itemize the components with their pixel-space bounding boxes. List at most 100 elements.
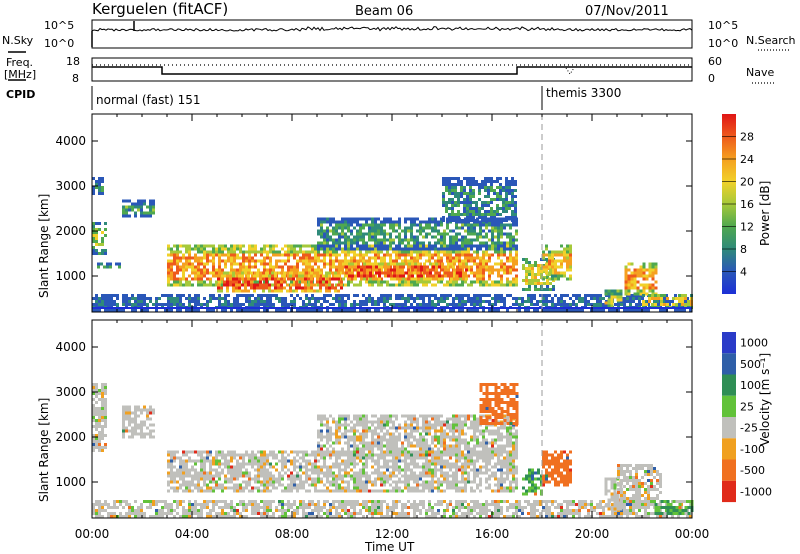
data-cell-power-8	[338, 247, 341, 251]
data-cell-vel-3	[188, 471, 191, 475]
data-cell-vel-0	[197, 503, 200, 506]
data-cell-vel-3	[203, 483, 206, 487]
data-cell-power-6	[232, 277, 235, 281]
data-cell-power-8	[335, 226, 338, 230]
data-cell-power-5	[323, 256, 326, 260]
data-cell-power-8	[344, 232, 347, 236]
data-cell-power-0	[662, 309, 665, 312]
data-cell-power-9	[511, 177, 514, 180]
data-cell-vel-1	[92, 449, 95, 452]
data-cell-power-8	[386, 217, 389, 221]
data-cell-power-8	[479, 229, 482, 233]
data-cell-power-11	[569, 262, 572, 266]
data-cell-power-14	[660, 297, 663, 300]
data-cell-power-5	[179, 256, 182, 260]
data-cell-vel-0	[557, 512, 560, 515]
data-cell-power-0	[176, 300, 179, 303]
data-cell-power-5	[287, 268, 290, 272]
data-cell-power-8	[437, 232, 440, 236]
data-cell-power-0	[401, 294, 404, 297]
data-cell-power-5	[266, 262, 269, 266]
data-cell-power-0	[509, 294, 512, 297]
data-cell-vel-3	[197, 474, 200, 478]
data-cell-vel-0	[107, 503, 110, 506]
data-cell-power-5	[338, 268, 341, 272]
data-cell-vel-2	[131, 429, 134, 433]
data-cell-power-8	[455, 232, 458, 236]
data-cell-power-7	[378, 271, 381, 275]
data-cell-vel-0	[545, 503, 548, 506]
data-cell-power-14	[672, 303, 675, 306]
data-cell-power-6	[325, 271, 328, 275]
data-cell-power-5	[167, 244, 170, 248]
data-cell-power-6	[331, 277, 334, 281]
data-cell-power-8	[413, 241, 416, 245]
data-cell-vel-0	[230, 503, 233, 506]
data-cell-vel-0	[443, 515, 446, 518]
data-cell-power-6	[232, 283, 235, 287]
data-cell-power-0	[383, 309, 386, 312]
data-cell-vel-0	[95, 500, 98, 503]
data-cell-power-12	[613, 289, 617, 293]
data-cell-power-7	[417, 277, 420, 281]
data-cell-power-5	[284, 253, 287, 257]
data-cell-power-10	[534, 285, 537, 288]
data-cell-power-7	[366, 262, 369, 266]
data-cell-power-0	[464, 294, 467, 297]
data-cell-vel-0	[254, 512, 257, 515]
data-cell-power-5	[344, 253, 347, 257]
data-cell-power-5	[308, 253, 311, 257]
data-cell-vel-0	[272, 512, 275, 515]
data-cell-power-8	[398, 238, 401, 242]
data-cell-power-5	[188, 253, 191, 257]
data-cell-power-0	[143, 303, 146, 306]
data-cell-power-0	[656, 303, 659, 306]
cpid-mode-normal: normal (fast) 151	[96, 93, 200, 107]
data-cell-power-0	[551, 297, 554, 300]
data-cell-power-13	[639, 271, 643, 275]
data-cell-vel-1	[98, 425, 101, 428]
data-cell-power-8	[416, 238, 419, 242]
data-cell-power-7	[414, 262, 417, 266]
data-cell-power-5	[317, 268, 320, 272]
data-cell-vel-0	[245, 506, 248, 509]
data-cell-power-5	[509, 268, 512, 272]
data-cell-power-9	[496, 192, 499, 195]
data-cell-power-0	[389, 303, 392, 306]
data-cell-power-5	[344, 259, 347, 263]
data-cell-power-14	[687, 300, 690, 303]
data-cell-vel-1	[92, 383, 95, 386]
data-cell-vel-0	[233, 512, 236, 515]
data-cell-vel-0	[305, 506, 308, 509]
data-cell-power-0	[416, 297, 419, 300]
data-cell-power-10	[525, 270, 528, 273]
data-cell-power-0	[362, 294, 365, 297]
data-cell-power-5	[494, 244, 497, 248]
data-cell-power-0	[146, 309, 149, 312]
data-cell-power-5	[176, 259, 179, 263]
data-cell-power-5	[278, 271, 281, 275]
data-cell-power-7	[450, 262, 453, 266]
data-cell-power-5	[323, 280, 326, 284]
data-cell-power-8	[407, 229, 410, 233]
data-cell-power-0	[443, 309, 446, 312]
data-cell-power-6	[259, 277, 262, 281]
data-cell-power-5	[215, 280, 218, 284]
data-cell-power-5	[266, 268, 269, 272]
data-cell-power-8	[470, 241, 473, 245]
data-cell-power-8	[326, 235, 329, 239]
data-cell-power-0	[533, 294, 536, 297]
data-cell-power-4	[137, 202, 140, 206]
data-cell-power-5	[437, 262, 440, 266]
data-cell-power-8	[464, 229, 467, 233]
data-cell-power-8	[377, 217, 380, 221]
data-cell-power-9	[463, 213, 466, 216]
data-cell-power-4	[152, 199, 155, 203]
data-cell-power-8	[341, 217, 344, 221]
data-cell-vel-0	[452, 512, 455, 515]
data-cell-power-0	[197, 294, 200, 297]
data-cell-power-5	[203, 280, 206, 284]
data-cell-power-8	[317, 244, 320, 248]
beam-label: Beam 06	[355, 4, 413, 19]
data-cell-vel-0	[326, 509, 329, 512]
